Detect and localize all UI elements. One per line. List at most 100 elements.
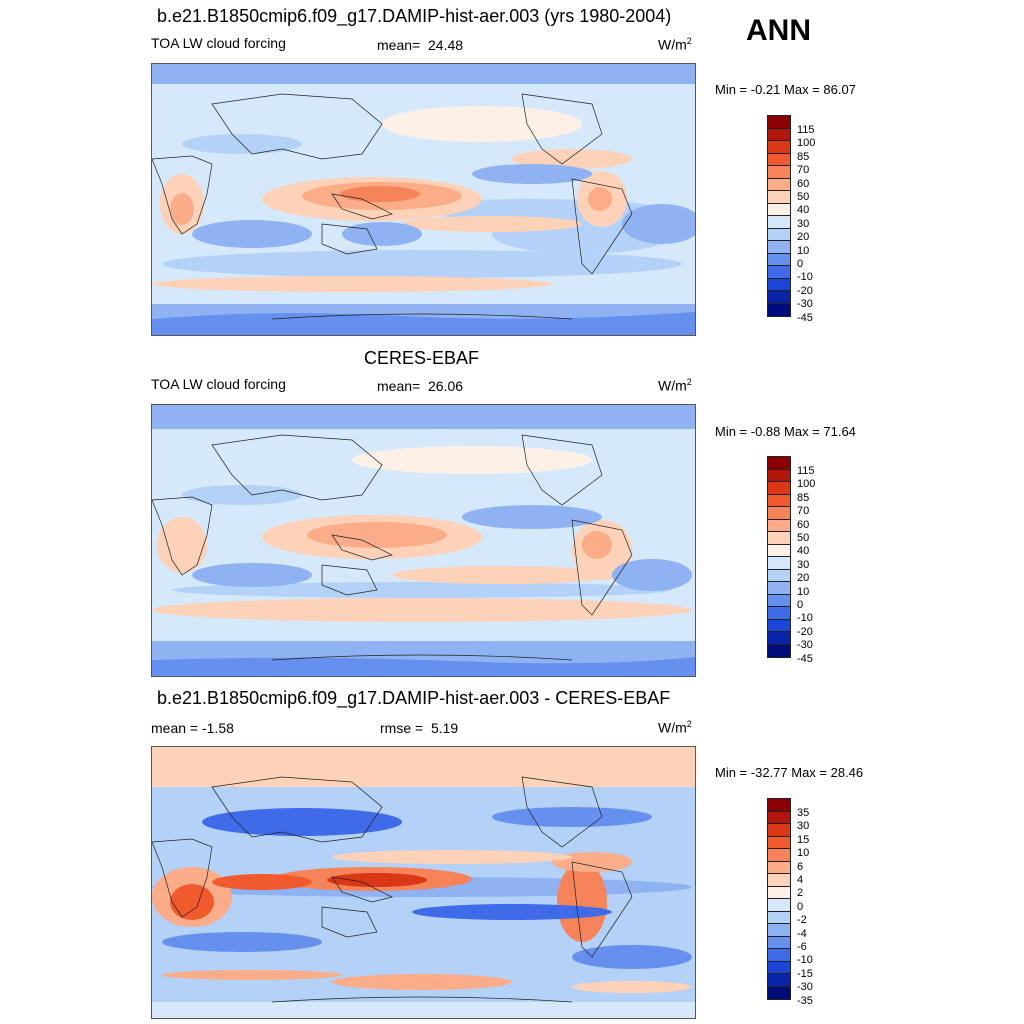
colorbar-swatch — [768, 644, 790, 657]
colorbar-tick-label: 115 — [797, 465, 815, 477]
minmax-label: Min = -32.77 Max = 28.46 — [715, 765, 864, 780]
colorbar-tick-label: 0 — [797, 258, 804, 271]
colorbar-tick-label: 85 — [797, 150, 810, 163]
colorbar-tick-label: 10 — [797, 244, 810, 257]
colorbar-tick-label: -30 — [797, 298, 813, 311]
colorbar-swatch — [768, 582, 790, 595]
colorbar-swatch — [768, 899, 790, 912]
colorbar-swatch — [768, 594, 790, 607]
colorbar-swatch — [768, 569, 790, 582]
colorbar-swatch — [768, 799, 790, 812]
colorbar-swatch — [768, 911, 790, 924]
colorbar-swatch — [768, 507, 790, 520]
colorbar-swatch — [768, 532, 790, 545]
colorbar-tick-label: -10 — [797, 271, 813, 284]
colorbar-tick-label: 20 — [797, 231, 810, 244]
colorbar-tick-label: 2 — [797, 887, 804, 900]
colorbar-swatch — [768, 253, 790, 266]
colorbar-swatch — [768, 849, 790, 862]
colorbar-tick-label: 10 — [797, 585, 810, 598]
colorbar-tick-label: -30 — [797, 981, 813, 994]
colorbar-tick-label: -2 — [797, 914, 807, 927]
colorbar-swatch — [768, 128, 790, 141]
colorbar-tick-label: -10 — [797, 954, 813, 967]
colorbar-labels: 35 30 15 10 6 4 2 0 -2 -4 -6 -10 -15 -30 -35 — [797, 807, 813, 1008]
colorbar-swatch — [768, 544, 790, 557]
colorbar-swatch — [768, 824, 790, 837]
colorbar-swatch — [768, 632, 790, 645]
map-obs — [151, 404, 696, 677]
colorbar-tick-label: -15 — [797, 967, 813, 980]
colorbar — [767, 798, 791, 1000]
colorbar-tick-label: 70 — [797, 164, 810, 177]
minmax-label: Min = -0.88 Max = 71.64 — [715, 424, 856, 439]
colorbar-tick-label: -30 — [797, 639, 813, 652]
colorbar-tick-label: 85 — [797, 491, 810, 504]
colorbar-swatch — [768, 141, 790, 154]
colorbar-tick-label: 100 — [797, 478, 816, 491]
colorbar-swatch — [768, 469, 790, 482]
colorbar-tick-label: -45 — [797, 311, 813, 324]
mean-value: 26.06 — [427, 378, 464, 394]
mean-value: 24.48 — [427, 37, 464, 53]
colorbar-tick-label: -35 — [797, 994, 813, 1007]
colorbar-swatch — [768, 303, 790, 316]
panel-title: CERES-EBAF — [364, 348, 480, 368]
colorbar-swatch — [768, 619, 790, 632]
colorbar-swatch — [768, 974, 790, 987]
colorbar-swatch — [768, 482, 790, 495]
colorbar-tick-label: -45 — [797, 652, 813, 665]
colorbar-tick-label: -10 — [797, 612, 813, 625]
colorbar-tick-label: 30 — [797, 217, 810, 230]
colorbar-tick-label: 40 — [797, 545, 810, 558]
colorbar-tick-label: 30 — [797, 820, 810, 833]
season-label: ANN — [746, 14, 811, 47]
colorbar-swatch — [768, 203, 790, 216]
colorbar-tick-label: 15 — [797, 833, 810, 846]
colorbar-swatch — [768, 178, 790, 191]
colorbar-swatch — [768, 557, 790, 570]
colorbar-swatch — [768, 494, 790, 507]
colorbar-swatch — [768, 241, 790, 254]
colorbar-swatch — [768, 949, 790, 962]
colorbar-labels: 115 100 85 70 60 50 40 30 20 10 0 -10 -20 -30 -45 — [797, 465, 815, 666]
colorbar-swatch — [768, 228, 790, 241]
colorbar-swatch — [768, 811, 790, 824]
colorbar-swatch — [768, 861, 790, 874]
map-difference — [151, 746, 696, 1019]
colorbar-swatch — [768, 924, 790, 937]
colorbar-swatch — [768, 278, 790, 291]
colorbar-tick-label: 50 — [797, 191, 810, 204]
panel-title: b.e21.B1850cmip6.f09_g17.DAMIP-hist-aer.… — [157, 688, 671, 708]
colorbar-tick-label: -6 — [797, 941, 807, 954]
colorbar-tick-label: -20 — [797, 625, 813, 638]
colorbar-tick-label: 4 — [797, 874, 804, 887]
units-label: W/m2 — [658, 377, 692, 394]
colorbar-tick-label: 35 — [797, 807, 810, 819]
colorbar-tick-label: 60 — [797, 177, 810, 190]
colorbar — [767, 115, 791, 317]
rmse-label: rmse = 5.19 — [380, 720, 459, 736]
colorbar-swatch — [768, 153, 790, 166]
colorbar-swatch — [768, 266, 790, 279]
mean-label: mean = -1.58 — [151, 720, 234, 736]
colorbar-tick-label: -4 — [797, 927, 807, 940]
colorbar-swatch — [768, 874, 790, 887]
rmse-value: 5.19 — [430, 720, 459, 736]
colorbar-tick-label: 100 — [797, 137, 816, 150]
colorbar-tick-label: 6 — [797, 860, 804, 873]
colorbar-swatch — [768, 886, 790, 899]
colorbar-swatch — [768, 457, 790, 470]
colorbar-swatch — [768, 961, 790, 974]
colorbar-swatch — [768, 986, 790, 999]
colorbar-tick-label: 115 — [797, 124, 815, 136]
colorbar-tick-label: 20 — [797, 572, 810, 585]
mean-label: mean= 26.06 — [377, 378, 464, 394]
colorbar-swatch — [768, 191, 790, 204]
colorbar-tick-label: 10 — [797, 847, 810, 860]
colorbar-tick-label: 30 — [797, 558, 810, 571]
units-label: W/m2 — [658, 719, 692, 736]
colorbar-swatch — [768, 166, 790, 179]
colorbar-swatch — [768, 607, 790, 620]
colorbar-swatch — [768, 291, 790, 304]
